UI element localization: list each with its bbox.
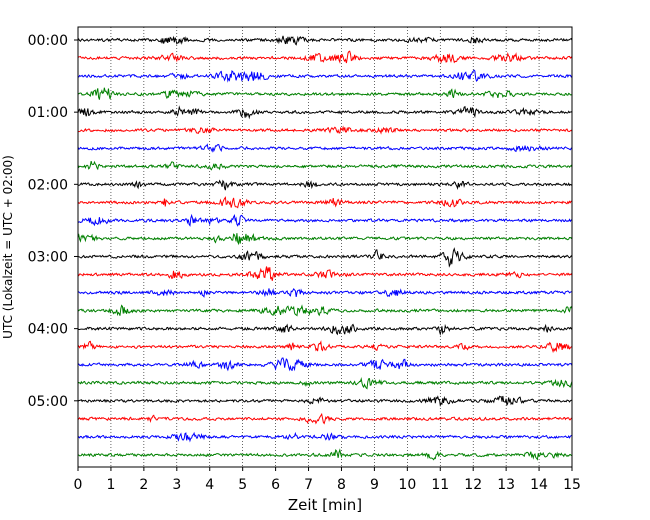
x-tick-label-8: 8 (337, 477, 346, 493)
trace-0115 (77, 125, 573, 135)
x-tick-label-5: 5 (238, 477, 247, 493)
grid-lines (110, 27, 540, 467)
x-tick-label-3: 3 (172, 477, 181, 493)
trace-0445 (77, 377, 573, 390)
y-tick-label-3: 03:00 (28, 249, 68, 265)
y-axis-label: UTC (Lokalzeit = UTC + 02:00) (1, 155, 15, 339)
x-tick-label-13: 13 (497, 477, 515, 493)
trace-0330 (77, 287, 573, 298)
x-tick-label-14: 14 (530, 477, 548, 493)
y-axis-ticks: 00:00 01:00 02:00 03:00 04:00 05:00 (28, 33, 78, 410)
y-tick-label-1: 01:00 (28, 105, 68, 121)
trace-0300 (77, 247, 573, 268)
trace-0530 (77, 431, 573, 443)
x-tick-label-4: 4 (205, 477, 214, 493)
y-tick-label-2: 02:00 (28, 177, 68, 193)
x-tick-label-9: 9 (370, 477, 379, 493)
trace-0100 (77, 105, 573, 120)
trace-0245 (77, 232, 573, 246)
x-tick-label-6: 6 (271, 477, 280, 493)
trace-0200 (77, 179, 573, 191)
plot-frame (77, 26, 573, 468)
x-tick-label-7: 7 (304, 477, 313, 493)
trace-0015 (77, 50, 573, 65)
trace-0030 (77, 69, 573, 83)
y-tick-label-0: 00:00 (28, 33, 68, 49)
trace-0230 (77, 213, 573, 227)
y-tick-label-4: 04:00 (28, 322, 68, 338)
trace-0500 (77, 395, 573, 408)
x-tick-label-11: 11 (431, 477, 449, 493)
trace-0430 (77, 357, 573, 372)
trace-0315 (77, 266, 573, 281)
trace-0415 (77, 340, 573, 354)
trace-0545 (77, 448, 573, 461)
x-axis-label: Zeit [min] (288, 496, 362, 514)
y-tick-label-5: 05:00 (28, 394, 68, 410)
x-tick-label-2: 2 (139, 477, 148, 493)
trace-0045 (77, 87, 573, 100)
trace-0345 (77, 304, 573, 317)
seismic-traces (77, 35, 573, 461)
x-tick-label-10: 10 (398, 477, 416, 493)
x-tick-label-0: 0 (74, 477, 83, 493)
x-tick-label-15: 15 (563, 477, 581, 493)
x-tick-label-12: 12 (464, 477, 482, 493)
trace-0515 (77, 412, 573, 425)
trace-0400 (77, 323, 573, 336)
trace-0215 (77, 196, 573, 209)
trace-0145 (77, 160, 573, 171)
trace-0000 (77, 35, 573, 46)
x-axis-ticks: 0 1 2 3 4 5 6 7 8 9 10 11 12 13 14 15 (74, 467, 581, 493)
x-tick-label-1: 1 (106, 477, 115, 493)
trace-0130 (77, 143, 573, 153)
